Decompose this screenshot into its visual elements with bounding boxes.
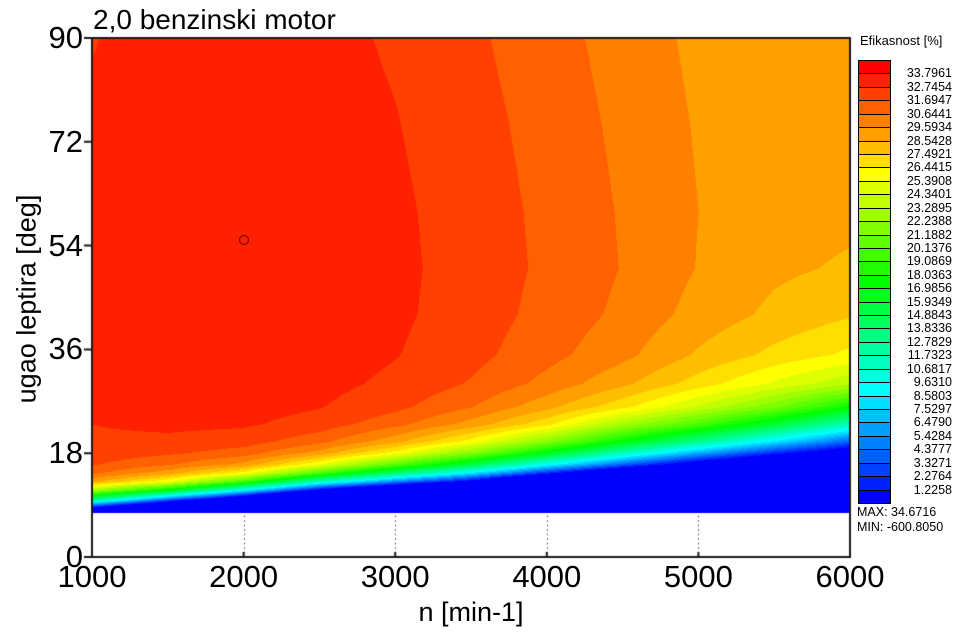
legend-level-label: 10.6817	[906, 361, 952, 376]
chart-title: 2,0 benzinski motor	[93, 4, 336, 35]
legend-title: Efikasnost [%]	[860, 33, 943, 48]
legend-level-label: 16.9856	[906, 281, 952, 296]
x-tick-label: 6000	[815, 559, 885, 594]
legend-color-cell	[858, 113, 891, 129]
legend-level-label: 5.4284	[913, 428, 952, 443]
legend-color-cell	[858, 86, 891, 102]
legend-color-cell	[858, 73, 891, 88]
legend-level-label: 15.9349	[906, 294, 952, 309]
x-axis-title: n [min-1]	[418, 597, 524, 627]
y-tick-label: 54	[48, 227, 83, 263]
legend-color-cell	[858, 207, 891, 223]
legend-color-cell	[858, 301, 891, 317]
legend-level-label: 22.2388	[906, 214, 952, 229]
legend-min-label: MIN: -600.8050	[857, 520, 944, 534]
y-tick-label: 36	[48, 331, 83, 367]
y-tick-label: 0	[65, 539, 83, 574]
y-axis-title: ugao leptira [deg]	[11, 194, 42, 404]
legend-color-cell	[858, 435, 891, 451]
legend-color-cell	[858, 194, 891, 209]
legend-color-cell	[858, 234, 891, 249]
legend-color-cell	[858, 476, 891, 491]
x-tick-label: 5000	[663, 559, 733, 594]
legend-color-cell	[858, 247, 891, 263]
legend-level-label: 12.7829	[906, 334, 952, 349]
legend-level-label: 7.5297	[913, 402, 952, 417]
legend-color-cell	[858, 355, 891, 370]
max-efficiency-contour-marker	[238, 234, 249, 245]
legend-color-cell	[858, 409, 891, 424]
legend-color-cell	[858, 315, 891, 330]
legend-color-cell	[858, 167, 891, 182]
y-tick-label: 72	[48, 123, 83, 159]
legend-color-cell	[858, 288, 891, 303]
legend-color-cell	[858, 328, 891, 343]
legend-level-label: 33.7961	[906, 66, 952, 81]
x-tick-label: 4000	[512, 559, 582, 594]
legend-level-label: 21.1882	[906, 227, 952, 242]
legend-level-label: 25.3908	[906, 173, 952, 188]
legend-level-label: 3.3271	[913, 455, 952, 470]
legend-color-cell	[858, 341, 891, 357]
legend-level-label: 24.3401	[906, 187, 952, 202]
legend-color-cell	[858, 100, 891, 115]
legend-level-label: 29.5934	[906, 120, 952, 135]
legend-color-cell	[858, 274, 891, 290]
legend-color-cell	[858, 261, 891, 276]
legend-color-cell	[858, 221, 891, 236]
legend-level-label: 23.2895	[906, 200, 952, 215]
x-tick-label: 1000	[57, 559, 127, 594]
legend-color-cell	[858, 462, 891, 478]
legend-level-label: 26.4415	[906, 160, 952, 175]
legend-level-label: 18.0363	[906, 267, 952, 282]
legend-color-cell	[858, 127, 891, 142]
legend-level-label: 32.7454	[906, 79, 952, 94]
legend-level-label: 11.7323	[907, 348, 952, 363]
legend-color-cell	[858, 180, 891, 196]
legend-level-label: 20.1376	[906, 240, 952, 255]
legend-level-label: 4.3777	[913, 442, 952, 457]
legend-color-cell	[858, 368, 891, 384]
y-tick-label: 18	[48, 435, 83, 471]
legend-level-label: 2.2764	[913, 469, 952, 484]
legend-color-cell	[858, 395, 891, 411]
legend-level-label: 19.0869	[906, 254, 952, 269]
legend-level-label: 14.8843	[906, 308, 952, 323]
legend-color-cell	[858, 140, 891, 155]
x-tick-label: 3000	[360, 559, 430, 594]
legend-color-cell	[858, 449, 891, 464]
legend-level-label: 9.6310	[913, 375, 952, 390]
legend-level-label: 6.4790	[913, 415, 952, 430]
legend-color-cell	[858, 382, 891, 397]
legend-level-label: 27.4921	[906, 146, 952, 161]
legend-level-label: 30.6441	[906, 106, 952, 121]
legend-level-label: 13.8336	[906, 321, 952, 336]
legend-color-cell	[858, 60, 891, 75]
legend-max-label: MAX: 34.6716	[857, 505, 937, 519]
legend-level-label: 28.5428	[906, 133, 952, 148]
legend-level-label: 8.5803	[913, 388, 952, 403]
legend-color-cell	[858, 489, 891, 504]
legend-color-cell	[858, 153, 891, 169]
legend-level-label: 1.2258	[913, 482, 952, 497]
legend-color-cell	[858, 422, 891, 437]
y-tick-label: 90	[48, 20, 83, 55]
legend-level-label: 31.6947	[906, 93, 952, 108]
x-tick-label: 2000	[209, 559, 279, 594]
